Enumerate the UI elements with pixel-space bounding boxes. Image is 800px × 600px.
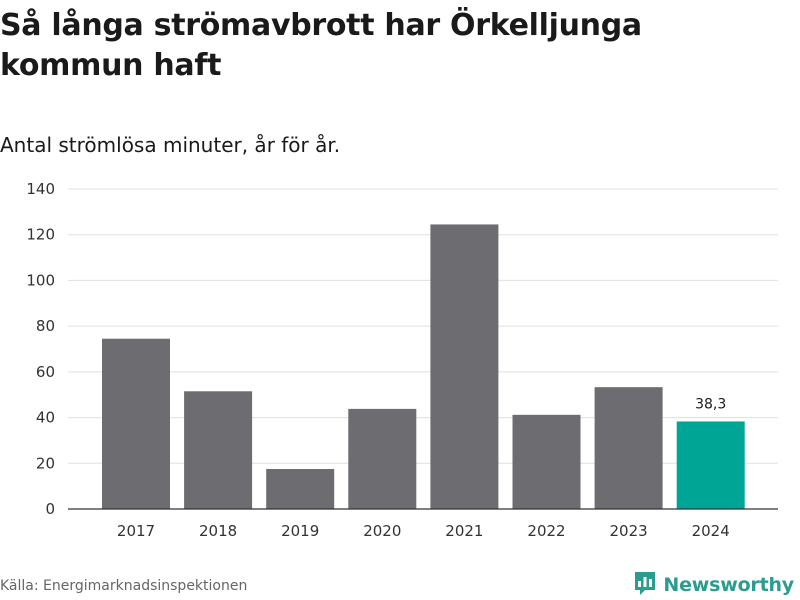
bar-chart-logo-icon (633, 570, 657, 600)
bar-2018 (184, 391, 253, 509)
bar-2022 (512, 414, 581, 509)
x-tick-label: 2024 (692, 522, 730, 540)
bar-2021 (430, 224, 499, 509)
y-tick-label: 120 (26, 226, 55, 244)
x-tick-label: 2021 (445, 522, 483, 540)
data-label: 38,3 (695, 396, 726, 412)
x-tick-label: 2019 (281, 522, 319, 540)
y-tick-label: 100 (26, 271, 55, 289)
y-tick-label: 20 (36, 454, 55, 472)
bar-2017 (102, 338, 170, 509)
bar-2020 (348, 408, 417, 509)
y-tick-label: 80 (36, 317, 55, 335)
source-credit: Källa: Energimarknadsinspektionen (0, 578, 248, 594)
x-tick-label: 2022 (527, 522, 565, 540)
y-tick-label: 140 (26, 180, 55, 198)
x-tick-label: 2023 (610, 522, 648, 540)
y-tick-label: 60 (36, 363, 55, 381)
newsworthy-logo: Newsworthy (633, 570, 794, 600)
bar-2019 (266, 469, 335, 509)
brand-name: Newsworthy (663, 574, 794, 596)
y-tick-label: 0 (45, 500, 55, 518)
bar-2024 (676, 421, 745, 509)
bar-chart: 0 20 40 60 80 100 120 140 2017 2018 2019 2020 2021 20… (26, 180, 778, 540)
y-tick-label: 40 (36, 409, 55, 427)
bar-2023 (594, 387, 663, 509)
x-tick-label: 2020 (363, 522, 401, 540)
chart-title: Så långa strömavbrott har Örkelljunga ko… (0, 8, 642, 83)
x-tick-label: 2017 (117, 522, 155, 540)
chart-subtitle: Antal strömlösa minuter, år för år. (0, 133, 341, 157)
x-tick-label: 2018 (199, 522, 237, 540)
